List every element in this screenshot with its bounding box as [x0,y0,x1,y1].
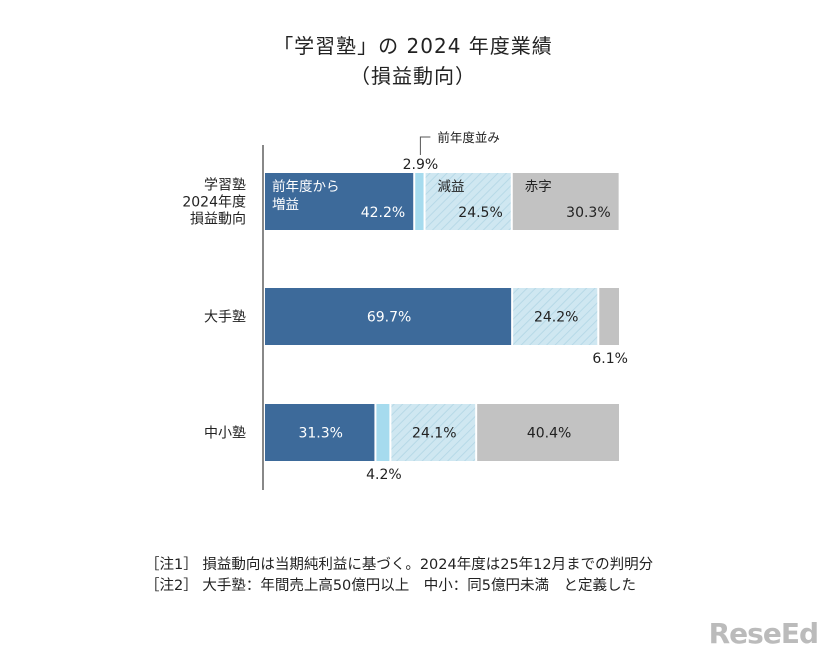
bar-segment-2 [513,288,598,345]
bar-segment-1 [415,173,424,230]
bar-segment-2 [425,173,511,230]
category-label: 2024年度 [182,195,246,211]
category-label: 学習塾 [204,178,246,194]
chart-title: 「学習塾」の 2024 年度業績 [273,34,553,58]
data-label: 24.5% [458,205,502,221]
resed-logo: ReseEd [708,617,819,650]
data-label: 2.9% [403,157,439,173]
annotation-label: 前年度並み [437,130,500,145]
bar-segment-0 [265,173,414,230]
bar-segment-3 [599,288,619,345]
data-label: 42.2% [361,205,405,221]
data-label: 31.3% [298,426,342,442]
annotation-bracket [419,136,431,155]
data-label: 30.3% [566,205,610,221]
bar-segment-0 [265,404,375,461]
bar-segment-3 [477,404,619,461]
segment-label-loss: 赤字 [524,179,552,195]
data-label: 24.1% [412,426,456,442]
segment-label-increase: 前年度から 増益 [272,179,340,213]
note-2: ［注2］ 大手塾：年間売上高50億円以上 中小：同5億円未満 と定義した [145,578,637,594]
data-label: 4.2% [366,467,402,483]
chart-subtitle: （損益動向） [350,64,476,88]
bar-segment-1 [376,404,390,461]
bar-segment-2 [391,404,476,461]
category-label: 中小塾 [204,426,246,442]
data-label: 6.1% [592,351,628,367]
data-label: 40.4% [527,426,571,442]
note-1: ［注1］ 損益動向は当期純利益に基づく。2024年度は25年12月までの判明分 [145,557,654,573]
segment-label-decrease: 減益 [437,179,465,195]
data-label: 69.7% [367,310,411,326]
data-label: 24.2% [534,310,578,326]
category-label: 損益動向 [190,212,246,228]
bar-segment-0 [265,288,512,345]
category-label: 大手塾 [204,310,246,326]
bar-segment-3 [512,173,619,230]
